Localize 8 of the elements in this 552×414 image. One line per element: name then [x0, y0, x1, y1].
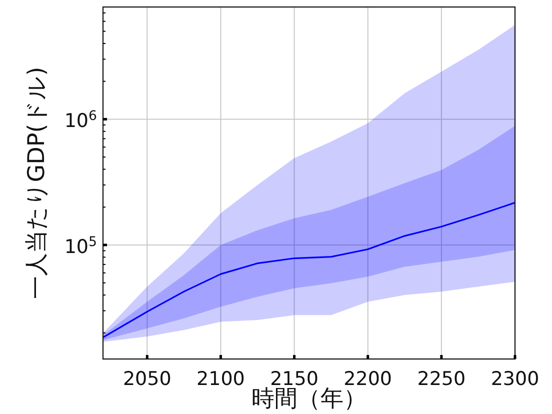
x-tick-label: 2050	[122, 368, 172, 390]
y-axis-title: 一人当たりGDP(ドル)	[24, 66, 50, 300]
x-tick-label: 2250	[417, 368, 466, 390]
y-tick-label: 10$^{5}$	[64, 234, 97, 258]
y-tick-label: 10$^{6}$	[64, 108, 97, 132]
x-tick-label: 2300	[490, 368, 540, 390]
x-tick-label: 2100	[196, 368, 245, 390]
line-series	[103, 202, 515, 338]
